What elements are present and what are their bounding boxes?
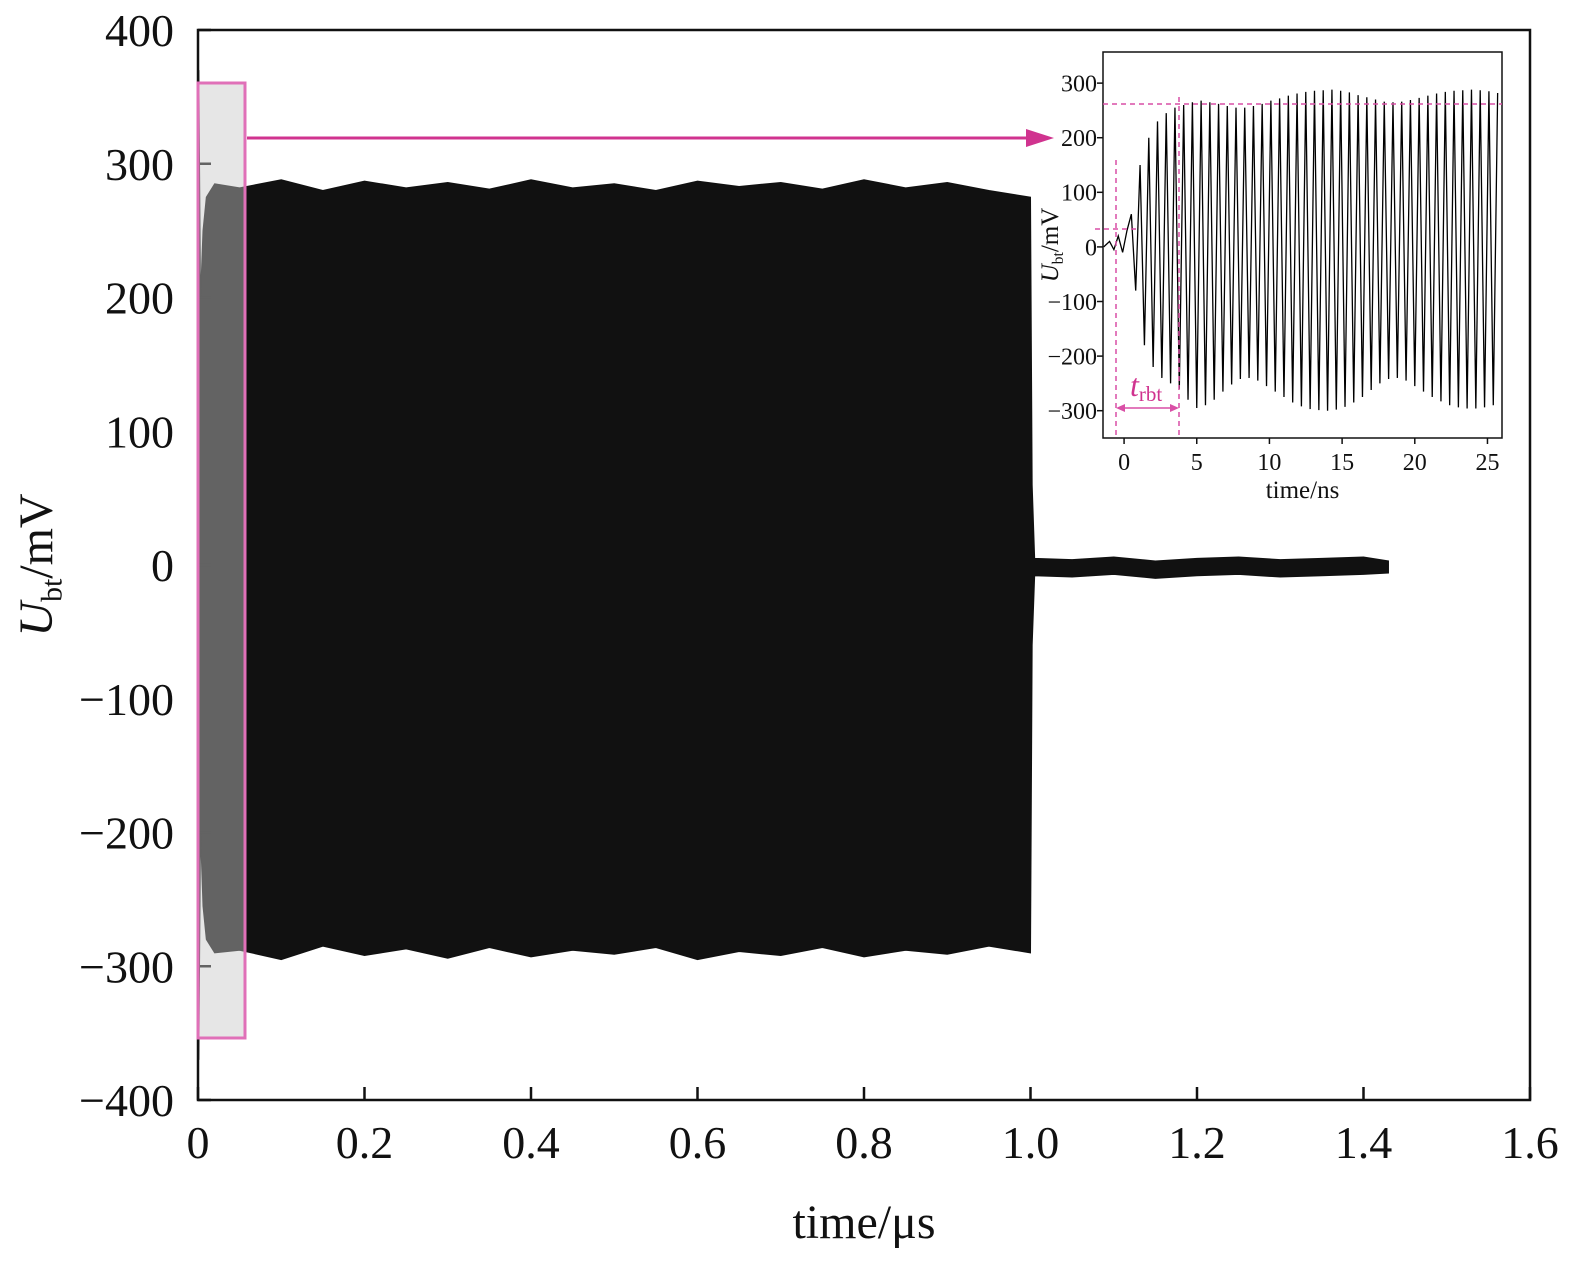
interval-arrow-head xyxy=(1116,404,1125,412)
y-tick-label: −200 xyxy=(1047,345,1097,371)
y-label-unit: /mV xyxy=(10,493,63,579)
label-main: t xyxy=(1130,367,1140,403)
y-tick-label: 100 xyxy=(105,406,174,457)
interval-label: trbt xyxy=(1130,367,1162,406)
y-tick-label: −300 xyxy=(79,941,174,992)
x-tick-label: 1.4 xyxy=(1335,1117,1393,1168)
x-tick-label: 0.2 xyxy=(336,1117,394,1168)
x-tick-label: 25 xyxy=(1475,450,1499,476)
inset-plot: 0 5 10 15 20 25 −300 −200 −100 0 100 200 300 time/ns U… xyxy=(1037,51,1503,504)
y-tick-label: 200 xyxy=(105,273,174,324)
zoom-arrow-head xyxy=(1026,129,1054,147)
y-label-sub: bt xyxy=(1050,251,1067,264)
inset-background xyxy=(1103,52,1502,438)
plot-area xyxy=(1103,89,1499,411)
y-tick-label: −100 xyxy=(1047,290,1097,316)
x-tick-label: 10 xyxy=(1257,450,1281,476)
y-tick-label: 300 xyxy=(1061,72,1097,98)
x-tick-label: 0 xyxy=(187,1117,210,1168)
signal-area xyxy=(197,70,1389,566)
y-label-unit: /mV xyxy=(1037,208,1064,252)
x-tick-label: 0.8 xyxy=(835,1117,893,1168)
x-tick-label: 20 xyxy=(1403,450,1427,476)
signal-area xyxy=(197,564,1389,1060)
y-label-sub: bt xyxy=(36,578,69,602)
x-tick-label: 0 xyxy=(1118,450,1130,476)
x-tick-label: 5 xyxy=(1191,450,1203,476)
x-tick-label: 1.6 xyxy=(1501,1117,1559,1168)
y-tick-label: −300 xyxy=(1047,399,1097,425)
y-tick-label: −200 xyxy=(79,808,174,859)
plot-area xyxy=(197,70,1389,1060)
y-label-main: U xyxy=(1037,262,1064,282)
y-tick-label: −400 xyxy=(79,1075,174,1126)
y-tick-label: 0 xyxy=(151,540,174,591)
signal-line xyxy=(1103,89,1499,411)
y-axis-label: Ubt/mV xyxy=(10,493,69,636)
y-tick-label: 300 xyxy=(105,139,174,190)
y-tick-label: −100 xyxy=(79,674,174,725)
x-axis-label: time/μs xyxy=(792,1196,935,1249)
x-tick-label: 1.0 xyxy=(1002,1117,1060,1168)
highlight-box xyxy=(196,81,247,1040)
y-tick-label: 400 xyxy=(105,5,174,56)
x-tick-label: 0.6 xyxy=(669,1117,727,1168)
main-plot: 0 0.2 0.4 0.6 0.8 1.0 1.2 1.4 1.6 −400 −300 −200 −10… xyxy=(10,5,1559,1249)
y-axis-label: Ubt/mV xyxy=(1037,208,1067,283)
y-tick-label: 200 xyxy=(1061,126,1097,152)
inset-annotations xyxy=(1095,97,1502,438)
label-sub: rbt xyxy=(1139,382,1162,406)
x-tick-label: 0.4 xyxy=(502,1117,560,1168)
x-tick-label: 1.2 xyxy=(1168,1117,1226,1168)
y-label-main: U xyxy=(10,599,63,637)
x-tick-label: 15 xyxy=(1330,450,1354,476)
plot-frame xyxy=(1102,51,1503,439)
y-tick-label: 100 xyxy=(1061,181,1097,207)
interval-arrow-head xyxy=(1170,404,1179,412)
x-axis-label: time/ns xyxy=(1266,477,1340,504)
y-tick-label: 0 xyxy=(1085,235,1097,261)
